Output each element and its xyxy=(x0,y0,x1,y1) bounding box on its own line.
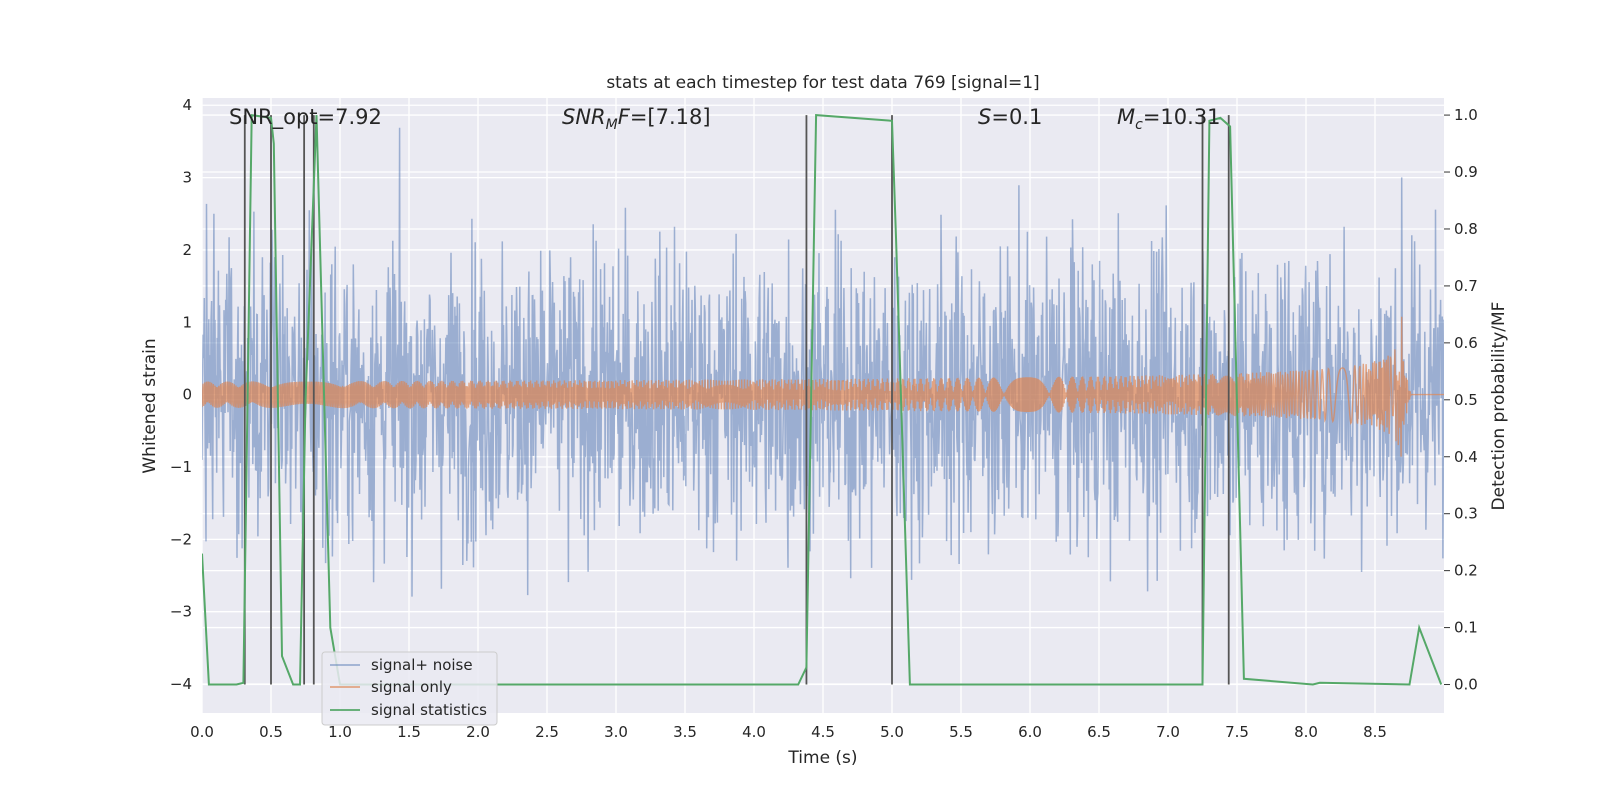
y-right-tick-label: 0.0 xyxy=(1454,676,1478,694)
annotation-snr-opt: SNR_opt=7.92 xyxy=(229,105,382,130)
y-right-tick-label: 0.5 xyxy=(1454,391,1478,409)
y-axis-left-ticks: 4 3 2 1 0 −1 −2 −3 −4 xyxy=(170,96,192,693)
x-tick-label: 7.0 xyxy=(1156,723,1180,741)
y-right-tick-label: 0.3 xyxy=(1454,505,1478,523)
chart-title: stats at each timestep for test data 769… xyxy=(606,73,1039,93)
x-axis-ticks: 0.0 0.5 1.0 1.5 2.0 2.5 3.0 3.5 4.0 4.5 5.0 5.5 6.0 6… xyxy=(190,723,1387,741)
y-right-tick-label: 0.2 xyxy=(1454,562,1478,580)
x-tick-label: 6.5 xyxy=(1087,723,1111,741)
y-left-tick-label: −3 xyxy=(170,603,192,621)
y-left-tick-label: 0 xyxy=(182,386,192,404)
series-signal-statistics xyxy=(202,113,1443,686)
annotation-s: S=0.1 xyxy=(978,105,1042,129)
x-tick-label: 0.0 xyxy=(190,723,214,741)
y-left-tick-label: 3 xyxy=(182,169,192,187)
y-left-tick-label: 1 xyxy=(182,313,192,331)
x-tick-label: 5.0 xyxy=(880,723,904,741)
x-tick-label: 8.0 xyxy=(1294,723,1318,741)
x-tick-label: 8.5 xyxy=(1363,723,1387,741)
y-axis-right-ticks: 1.0 0.9 0.8 0.7 0.6 0.5 0.4 0.3 0.2 0.1 0.0 xyxy=(1444,106,1478,694)
annotation-mc: Mc=10.31 xyxy=(1117,105,1221,133)
x-tick-label: 0.5 xyxy=(259,723,283,741)
y-left-tick-label: 4 xyxy=(182,96,192,114)
x-tick-label: 3.5 xyxy=(673,723,697,741)
y-right-tick-label: 0.1 xyxy=(1454,619,1478,637)
y-right-tick-label: 0.4 xyxy=(1454,448,1478,466)
x-tick-label: 1.0 xyxy=(328,723,352,741)
y-left-tick-label: 2 xyxy=(182,241,192,259)
x-tick-label: 4.0 xyxy=(742,723,766,741)
x-axis-label: Time (s) xyxy=(787,748,857,768)
y-axis-right-label: Detection probability/MF xyxy=(1489,302,1509,511)
legend-label-signal-statistics: signal statistics xyxy=(371,701,487,719)
x-tick-label: 3.0 xyxy=(604,723,628,741)
legend-label-signal-only: signal only xyxy=(371,678,452,696)
x-tick-label: 6.0 xyxy=(1018,723,1042,741)
y-right-tick-label: 1.0 xyxy=(1454,106,1478,124)
legend: signal+ noise signal only signal statist… xyxy=(321,651,498,726)
x-tick-label: 4.5 xyxy=(811,723,835,741)
x-tick-label: 7.5 xyxy=(1225,723,1249,741)
vertical-markers xyxy=(243,115,1230,685)
x-tick-label: 2.0 xyxy=(466,723,490,741)
y-left-tick-label: −2 xyxy=(170,530,192,548)
y-axis-left-label: Whitened strain xyxy=(140,338,160,473)
y-right-tick-label: 0.7 xyxy=(1454,277,1478,295)
legend-label-signal-plus-noise: signal+ noise xyxy=(371,656,473,674)
x-tick-label: 2.5 xyxy=(535,723,559,741)
x-tick-label: 5.5 xyxy=(949,723,973,741)
y-left-tick-label: −1 xyxy=(170,458,192,476)
legend-box xyxy=(321,651,498,726)
y-right-tick-label: 0.6 xyxy=(1454,334,1478,352)
y-right-tick-label: 0.9 xyxy=(1454,163,1478,181)
annotation-snr-mf: SNRMF=[7.18] xyxy=(562,105,711,133)
y-right-tick-label: 0.8 xyxy=(1454,220,1478,238)
y-left-tick-label: −4 xyxy=(170,675,192,693)
x-tick-label: 1.5 xyxy=(397,723,421,741)
